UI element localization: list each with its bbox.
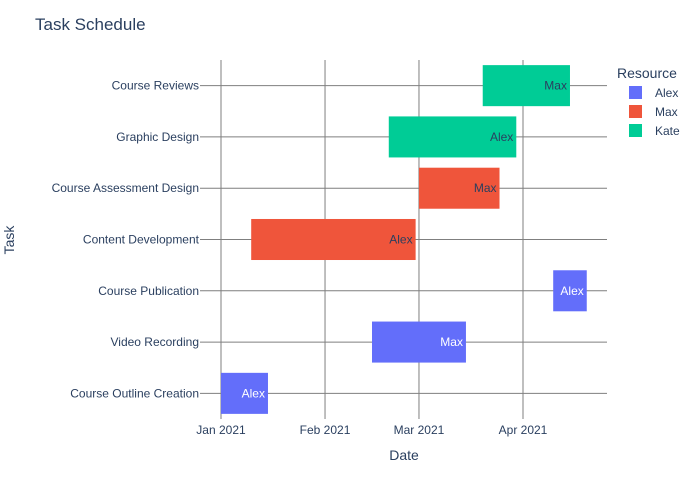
y-tick-label: Course Outline Creation	[70, 386, 199, 400]
bar-label: Alex	[389, 233, 412, 247]
gantt-bar	[388, 116, 517, 158]
legend-swatch	[629, 86, 642, 99]
bar-label: Max	[440, 335, 463, 349]
legend-swatch	[629, 124, 642, 137]
legend-item-label: Alex	[655, 86, 678, 100]
gantt-bar	[221, 372, 268, 414]
x-axis-title: Date	[389, 447, 419, 463]
bar-label: Alex	[560, 284, 583, 298]
legend-title: Resource	[617, 65, 677, 81]
bar-label: Alex	[490, 130, 513, 144]
legend-swatch	[629, 105, 642, 118]
y-tick-label: Course Publication	[98, 284, 199, 298]
chart-title: Task Schedule	[35, 15, 146, 34]
bar-label: Max	[544, 79, 567, 93]
y-tick-label: Graphic Design	[116, 130, 199, 144]
y-tick-label: Course Assessment Design	[52, 181, 199, 195]
gantt-bar	[251, 218, 416, 261]
y-tick-label: Content Development	[83, 233, 200, 247]
bars: Alex Max Alex Alex Max Alex Max	[221, 65, 587, 414]
gantt-bar	[482, 65, 570, 107]
y-tick-label: Course Reviews	[112, 79, 199, 93]
x-axis-ticks: Jan 2021 Feb 2021 Mar 2021 Apr 2021	[196, 423, 547, 437]
bar-label: Max	[474, 181, 497, 195]
gantt-bar	[372, 321, 466, 363]
legend-item-label: Kate	[655, 124, 680, 138]
x-tick-label: Apr 2021	[499, 423, 548, 437]
gantt-bar	[553, 270, 587, 312]
y-axis-ticks: Course Reviews Graphic Design Course Asses…	[52, 79, 200, 401]
y-axis-title: Task	[1, 225, 17, 255]
y-tick-label: Video Recording	[110, 335, 199, 349]
legend: Resource Alex Max Kate	[617, 65, 680, 138]
x-tick-label: Jan 2021	[196, 423, 246, 437]
bar-label: Alex	[242, 386, 265, 400]
legend-item-label: Max	[655, 105, 678, 119]
gantt-bar	[418, 167, 500, 209]
x-tick-label: Feb 2021	[300, 423, 351, 437]
x-tick-label: Mar 2021	[394, 423, 445, 437]
